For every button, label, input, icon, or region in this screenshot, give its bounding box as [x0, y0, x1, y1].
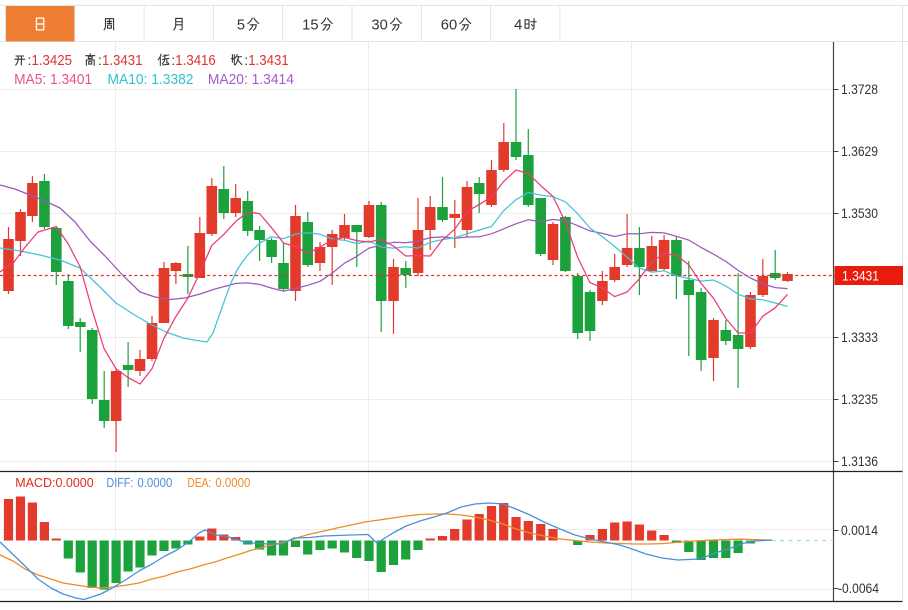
svg-text:15: 15 [302, 18, 318, 34]
svg-text:60: 60 [441, 18, 457, 34]
svg-text:1.3530: 1.3530 [841, 205, 878, 221]
svg-text:MA10: 1.3382: MA10: 1.3382 [108, 71, 194, 88]
svg-text:1.3333: 1.3333 [841, 329, 878, 345]
svg-text:DEA:: DEA: [187, 475, 211, 490]
svg-text:1.3431: 1.3431 [248, 52, 289, 69]
svg-text:30: 30 [371, 18, 387, 34]
svg-text:1.3431: 1.3431 [102, 52, 143, 69]
svg-text:1.3136: 1.3136 [841, 453, 878, 469]
svg-text:DIFF:: DIFF: [106, 475, 133, 490]
svg-text:5: 5 [237, 18, 245, 34]
svg-text:MACD:0.0000: MACD:0.0000 [15, 475, 94, 490]
svg-text:MA5: 1.3401: MA5: 1.3401 [14, 71, 92, 88]
svg-text:0.0000: 0.0000 [215, 475, 250, 490]
svg-text:4: 4 [514, 18, 522, 34]
svg-text:1.3431: 1.3431 [842, 268, 879, 284]
svg-text:1.3425: 1.3425 [32, 52, 73, 69]
svg-text:-0.0064: -0.0064 [838, 580, 879, 596]
svg-text::: : [244, 52, 248, 68]
svg-text::: : [98, 52, 102, 68]
svg-text::: : [171, 52, 175, 68]
svg-text::: : [28, 52, 32, 68]
svg-text:0.0014: 0.0014 [841, 522, 878, 538]
svg-text:1.3235: 1.3235 [841, 391, 878, 407]
svg-text:MA20: 1.3414: MA20: 1.3414 [208, 71, 294, 88]
svg-text:1.3629: 1.3629 [841, 143, 878, 159]
svg-text:0.0000: 0.0000 [137, 475, 172, 490]
svg-text:1.3416: 1.3416 [175, 52, 216, 69]
svg-text:1.3728: 1.3728 [841, 81, 878, 97]
